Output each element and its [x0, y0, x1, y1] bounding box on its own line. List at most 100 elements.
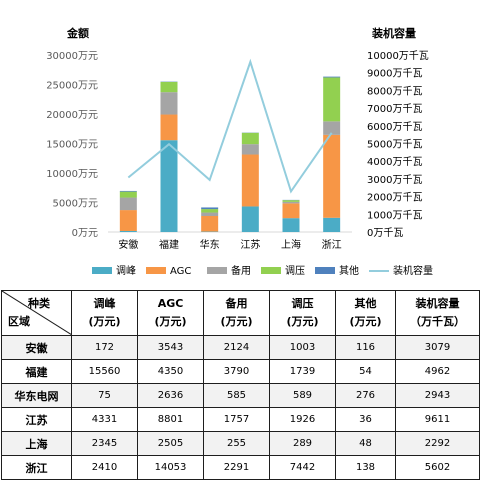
x-category-label: 华东: [200, 238, 220, 251]
table-row: 上海 2345 2505 255 289 48 2292: [1, 431, 480, 456]
table-body: 安徽 172 3543 2124 1003 116 3079 福建 15560 4350 3790 1…: [1, 335, 480, 480]
value-cell: 116: [335, 335, 396, 360]
value-cell: 3079: [395, 335, 480, 360]
bar-segment: [241, 144, 259, 155]
value-cell: 138: [335, 455, 396, 480]
bar-segment: [119, 210, 137, 231]
column-header-unit: (万元): [154, 315, 187, 328]
bar-segment: [323, 121, 341, 135]
column-header: 装机容量 （万千瓦）: [395, 290, 480, 336]
right-tick-label: 4000万千瓦: [367, 156, 422, 168]
bar-segment: [119, 230, 137, 232]
bar-segment: [201, 216, 219, 232]
legend-label: AGC: [170, 266, 191, 277]
x-category-label: 福建: [159, 238, 179, 251]
column-header-unit: (万元): [349, 315, 382, 328]
bar-segment: [201, 207, 219, 210]
column-header: AGC (万元): [137, 290, 204, 336]
chart-svg: 金额 装机容量0万元5000万元10000万元15000万元20000万元2500…: [46, 26, 433, 277]
table-row: 浙江 2410 14053 2291 7442 138 5602: [1, 455, 480, 480]
value-cell: 1926: [269, 407, 336, 432]
x-category-label: 浙江: [322, 239, 342, 251]
value-cell: 2636: [137, 383, 204, 408]
legend-label: 装机容量: [393, 264, 433, 277]
column-header-unit: (万元): [286, 315, 319, 328]
value-cell: 2124: [203, 335, 270, 360]
value-cell: 1757: [203, 407, 270, 432]
x-category-label: 江苏: [240, 238, 260, 251]
column-header: 调压 (万元): [269, 290, 336, 336]
left-tick-label: 0万元: [72, 228, 98, 239]
x-category-label: 上海: [281, 238, 301, 251]
value-cell: 255: [203, 431, 270, 456]
chart-area: 金额 装机容量 0万元 5000万元 10000万元 15000万元 20000万元 2500…: [46, 26, 433, 277]
column-header-name: 备用: [225, 297, 248, 310]
legend-label: 调峰: [116, 265, 136, 277]
region-cell: 华东电网: [1, 383, 72, 408]
bar-segment: [201, 209, 219, 213]
value-cell: 172: [71, 335, 138, 360]
value-cell: 276: [335, 383, 396, 408]
bar-segment: [160, 81, 178, 93]
value-cell: 4331: [71, 407, 138, 432]
corner-type-label: 种类: [28, 297, 50, 310]
legend-label: 调压: [285, 265, 305, 277]
column-header-name: 调压: [291, 297, 314, 310]
bar-segment: [323, 217, 341, 232]
table-row: 江苏 4331 8801 1757 1926 36 9611: [1, 407, 480, 432]
value-cell: 3790: [203, 359, 270, 384]
legend-swatch: [261, 267, 281, 274]
bar-segment: [119, 191, 137, 198]
left-tick-label: 5000万元: [53, 199, 98, 210]
right-tick-label: 1000万千瓦: [367, 209, 422, 221]
left-tick-label: 10000万元: [46, 169, 98, 180]
bar-segment: [282, 200, 300, 202]
left-tick-label: 30000万元: [46, 51, 98, 62]
right-tick-label: 8000万千瓦: [367, 85, 422, 97]
data-table-container: 种类 区域 调峰 (万元) AGC (万元) 备用 (万元) 调压 (万元) 其他 (万元…: [1, 290, 480, 480]
bar-segment: [282, 201, 300, 204]
bar-segment: [119, 190, 137, 192]
value-cell: 5602: [395, 455, 480, 480]
column-header-name: AGC: [157, 297, 184, 310]
column-header-unit: （万千瓦）: [410, 315, 465, 328]
column-header-name: 调峰: [93, 297, 116, 310]
right-tick-label: 6000万千瓦: [367, 121, 422, 133]
column-header: 调峰 (万元): [71, 290, 138, 336]
bar-segment: [160, 92, 178, 115]
right-tick-label: 7000万千瓦: [367, 103, 422, 115]
value-cell: 1003: [269, 335, 336, 360]
value-cell: 2505: [137, 431, 204, 456]
value-cell: 9611: [395, 407, 480, 432]
column-header-unit: (万元): [220, 315, 253, 328]
value-cell: 4962: [395, 359, 480, 384]
table-row: 华东电网 75 2636 585 589 276 2943: [1, 383, 480, 408]
bar-segment: [119, 197, 137, 211]
bar-segment: [282, 203, 300, 219]
legend-swatch: [207, 267, 227, 274]
table-header-row: 种类 区域 调峰 (万元) AGC (万元) 备用 (万元) 调压 (万元) 其他 (万元…: [1, 290, 480, 336]
value-cell: 2943: [395, 383, 480, 408]
bar-segment: [160, 140, 178, 232]
value-cell: 289: [269, 431, 336, 456]
region-cell: 江苏: [1, 407, 72, 432]
left-tick-label: 15000万元: [46, 140, 98, 151]
corner-diagonal-line: [2, 291, 72, 335]
line-series-installed-capacity: [127, 58, 333, 194]
bar-segment: [282, 218, 300, 232]
value-cell: 48: [335, 431, 396, 456]
left-tick-label: 25000万元: [46, 81, 98, 92]
bar-segment: [160, 114, 178, 141]
region-cell: 福建: [1, 359, 72, 384]
table-row: 福建 15560 4350 3790 1739 54 4962: [1, 359, 480, 384]
left-axis-title: 金额: [66, 26, 89, 40]
value-cell: 2410: [71, 455, 138, 480]
column-header-name: 装机容量: [415, 297, 460, 310]
table-corner-cell: 种类 区域: [1, 290, 72, 336]
column-header-unit: (万元): [88, 315, 121, 328]
value-cell: 2345: [71, 431, 138, 456]
right-tick-label: 0万千瓦: [367, 227, 403, 239]
bar-segment: [241, 154, 259, 207]
right-tick-label: 10000万千瓦: [367, 50, 429, 62]
bar-segment: [323, 77, 341, 122]
